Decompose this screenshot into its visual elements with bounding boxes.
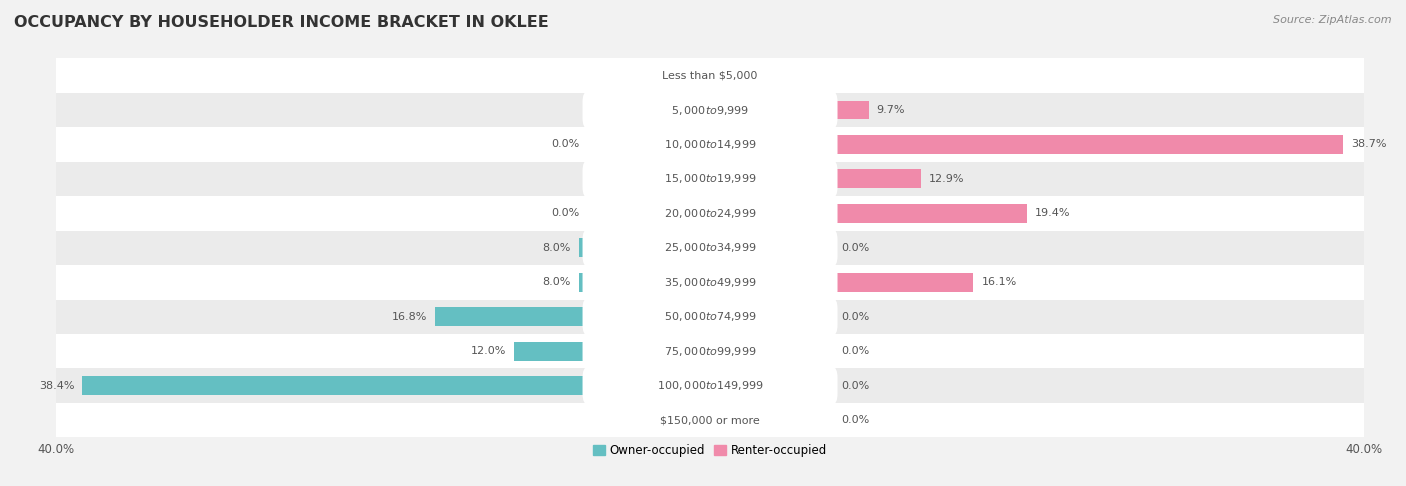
Bar — [579, 273, 710, 292]
Bar — [710, 66, 762, 85]
Text: 16.8%: 16.8% — [392, 312, 427, 322]
Text: Less than $5,000: Less than $5,000 — [662, 70, 758, 81]
Text: 19.4%: 19.4% — [1035, 208, 1071, 218]
Text: 0.0%: 0.0% — [551, 139, 579, 150]
Bar — [710, 204, 1028, 223]
Text: $25,000 to $34,999: $25,000 to $34,999 — [664, 242, 756, 254]
FancyBboxPatch shape — [582, 367, 838, 404]
Bar — [56, 299, 1364, 334]
Bar — [56, 93, 1364, 127]
Text: OCCUPANCY BY HOUSEHOLDER INCOME BRACKET IN OKLEE: OCCUPANCY BY HOUSEHOLDER INCOME BRACKET … — [14, 15, 548, 30]
Text: 3.2%: 3.2% — [770, 70, 799, 81]
Bar — [644, 101, 710, 120]
Bar — [56, 403, 1364, 437]
Text: $150,000 or more: $150,000 or more — [661, 415, 759, 425]
Bar — [56, 196, 1364, 231]
Bar — [56, 127, 1364, 162]
Bar — [56, 334, 1364, 368]
Legend: Owner-occupied, Renter-occupied: Owner-occupied, Renter-occupied — [588, 439, 832, 462]
Text: 12.9%: 12.9% — [929, 174, 965, 184]
Bar — [436, 307, 710, 326]
Text: 0.0%: 0.0% — [841, 312, 869, 322]
Text: 4.0%: 4.0% — [609, 105, 637, 115]
FancyBboxPatch shape — [582, 402, 838, 438]
Text: Source: ZipAtlas.com: Source: ZipAtlas.com — [1274, 15, 1392, 25]
Text: 0.0%: 0.0% — [551, 208, 579, 218]
Text: $10,000 to $14,999: $10,000 to $14,999 — [664, 138, 756, 151]
Bar — [56, 265, 1364, 299]
Bar — [710, 135, 1343, 154]
Bar — [56, 162, 1364, 196]
Text: 16.1%: 16.1% — [981, 278, 1017, 287]
Bar — [56, 58, 1364, 93]
Text: $75,000 to $99,999: $75,000 to $99,999 — [664, 345, 756, 358]
FancyBboxPatch shape — [582, 195, 838, 232]
Text: 0.0%: 0.0% — [841, 415, 869, 425]
FancyBboxPatch shape — [582, 264, 838, 301]
Bar — [515, 342, 710, 361]
Text: $20,000 to $24,999: $20,000 to $24,999 — [664, 207, 756, 220]
Bar — [671, 411, 710, 430]
Bar — [83, 376, 710, 395]
Bar — [579, 239, 710, 258]
Bar — [710, 101, 869, 120]
Text: 9.7%: 9.7% — [877, 105, 905, 115]
Bar — [710, 273, 973, 292]
FancyBboxPatch shape — [582, 160, 838, 197]
FancyBboxPatch shape — [582, 298, 838, 335]
FancyBboxPatch shape — [582, 229, 838, 266]
Text: 38.7%: 38.7% — [1351, 139, 1386, 150]
Text: $5,000 to $9,999: $5,000 to $9,999 — [671, 104, 749, 117]
Text: 0.0%: 0.0% — [841, 381, 869, 391]
Text: $100,000 to $149,999: $100,000 to $149,999 — [657, 379, 763, 392]
Text: 8.0%: 8.0% — [543, 243, 571, 253]
Text: $50,000 to $74,999: $50,000 to $74,999 — [664, 310, 756, 323]
Bar — [56, 231, 1364, 265]
Text: 4.8%: 4.8% — [595, 174, 623, 184]
Text: 12.0%: 12.0% — [471, 346, 506, 356]
Text: 0.0%: 0.0% — [841, 243, 869, 253]
FancyBboxPatch shape — [582, 57, 838, 94]
FancyBboxPatch shape — [582, 126, 838, 163]
Text: 2.4%: 2.4% — [634, 415, 662, 425]
Text: 0.0%: 0.0% — [841, 346, 869, 356]
FancyBboxPatch shape — [582, 333, 838, 370]
Text: $15,000 to $19,999: $15,000 to $19,999 — [664, 173, 756, 186]
Text: 5.6%: 5.6% — [582, 70, 610, 81]
FancyBboxPatch shape — [582, 92, 838, 128]
Bar — [619, 66, 710, 85]
Text: 8.0%: 8.0% — [543, 278, 571, 287]
Bar — [631, 170, 710, 189]
Text: $35,000 to $49,999: $35,000 to $49,999 — [664, 276, 756, 289]
Text: 38.4%: 38.4% — [39, 381, 75, 391]
Bar — [56, 368, 1364, 403]
Bar — [710, 170, 921, 189]
